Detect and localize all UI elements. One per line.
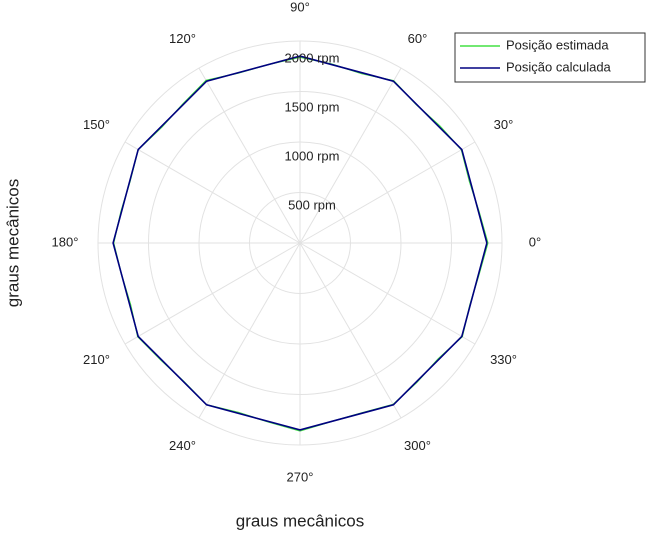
- series-line: [112, 55, 488, 431]
- grid-circle: [198, 141, 402, 345]
- grid-circle: [148, 91, 452, 395]
- theta-tick-label: 210°: [83, 352, 110, 367]
- grid-circle: [97, 40, 503, 446]
- theta-tick-label: 150°: [83, 117, 110, 132]
- theta-tick-label: 270°: [287, 469, 314, 484]
- grid-circle: [249, 192, 351, 294]
- legend-label: Posição calculada: [506, 59, 612, 74]
- theta-tick-label: 120°: [169, 31, 196, 46]
- x-axis-title: graus mecânicos: [236, 511, 365, 530]
- grid: [97, 40, 503, 446]
- labels: 0° 30° 60° 90° 120° 150° 180° 210° 240° 270° 300° 3…: [52, 0, 542, 484]
- theta-tick-label: 330°: [490, 352, 517, 367]
- theta-tick-label: 240°: [169, 438, 196, 453]
- theta-tick-label: 30°: [494, 117, 514, 132]
- legend-label: Posição estimada: [506, 37, 609, 52]
- legend-box: [454, 32, 646, 83]
- legend: Posição estimada Posição calculada: [454, 32, 646, 83]
- theta-tick-label: 60°: [408, 31, 428, 46]
- theta-tick-label: 90°: [290, 0, 310, 14]
- r-tick-label: 1500 rpm: [285, 99, 340, 114]
- theta-tick-label: 0°: [529, 234, 541, 249]
- plot: [112, 55, 489, 432]
- r-tick-label: 2000 rpm: [285, 50, 340, 65]
- theta-tick-label: 180°: [52, 234, 79, 249]
- y-axis-title: graus mecânicos: [3, 179, 22, 308]
- r-tick-label: 1000 rpm: [285, 148, 340, 163]
- theta-tick-label: 300°: [404, 438, 431, 453]
- r-tick-label: 500 rpm: [288, 197, 336, 212]
